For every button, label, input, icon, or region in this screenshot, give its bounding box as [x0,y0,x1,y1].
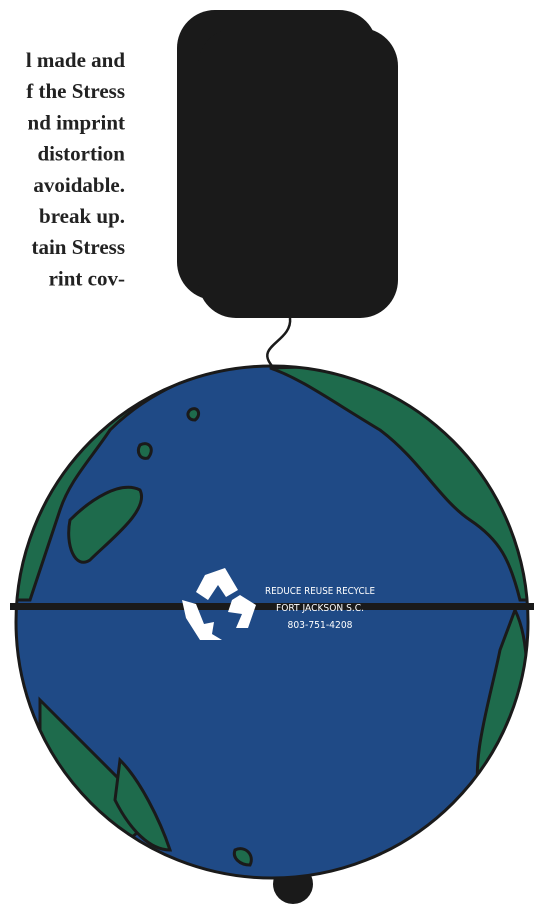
imprint-line: FORT JACKSON S.C. [276,603,364,614]
description-line: l made and [26,48,126,72]
description-line: rint cov- [49,266,125,290]
imprint-line: 803-751-4208 [288,620,353,631]
imprint-text: REDUCE REUSE RECYCLE FORT JACKSON S.C. 803… [265,586,375,631]
description-line: f the Stress [26,79,125,103]
description-line: distortion [37,142,125,166]
globe [10,364,534,880]
description-line: tain Stress [31,235,125,259]
hang-tag [177,10,398,318]
description-line: nd imprint [28,110,125,134]
description-line: avoidable. [33,173,125,197]
description-line: break up. [39,204,125,228]
recycle-logo [182,568,256,640]
imprint-line: REDUCE REUSE RECYCLE [265,586,375,597]
description-text: l made and f the Stress nd imprint distorti… [26,48,126,290]
